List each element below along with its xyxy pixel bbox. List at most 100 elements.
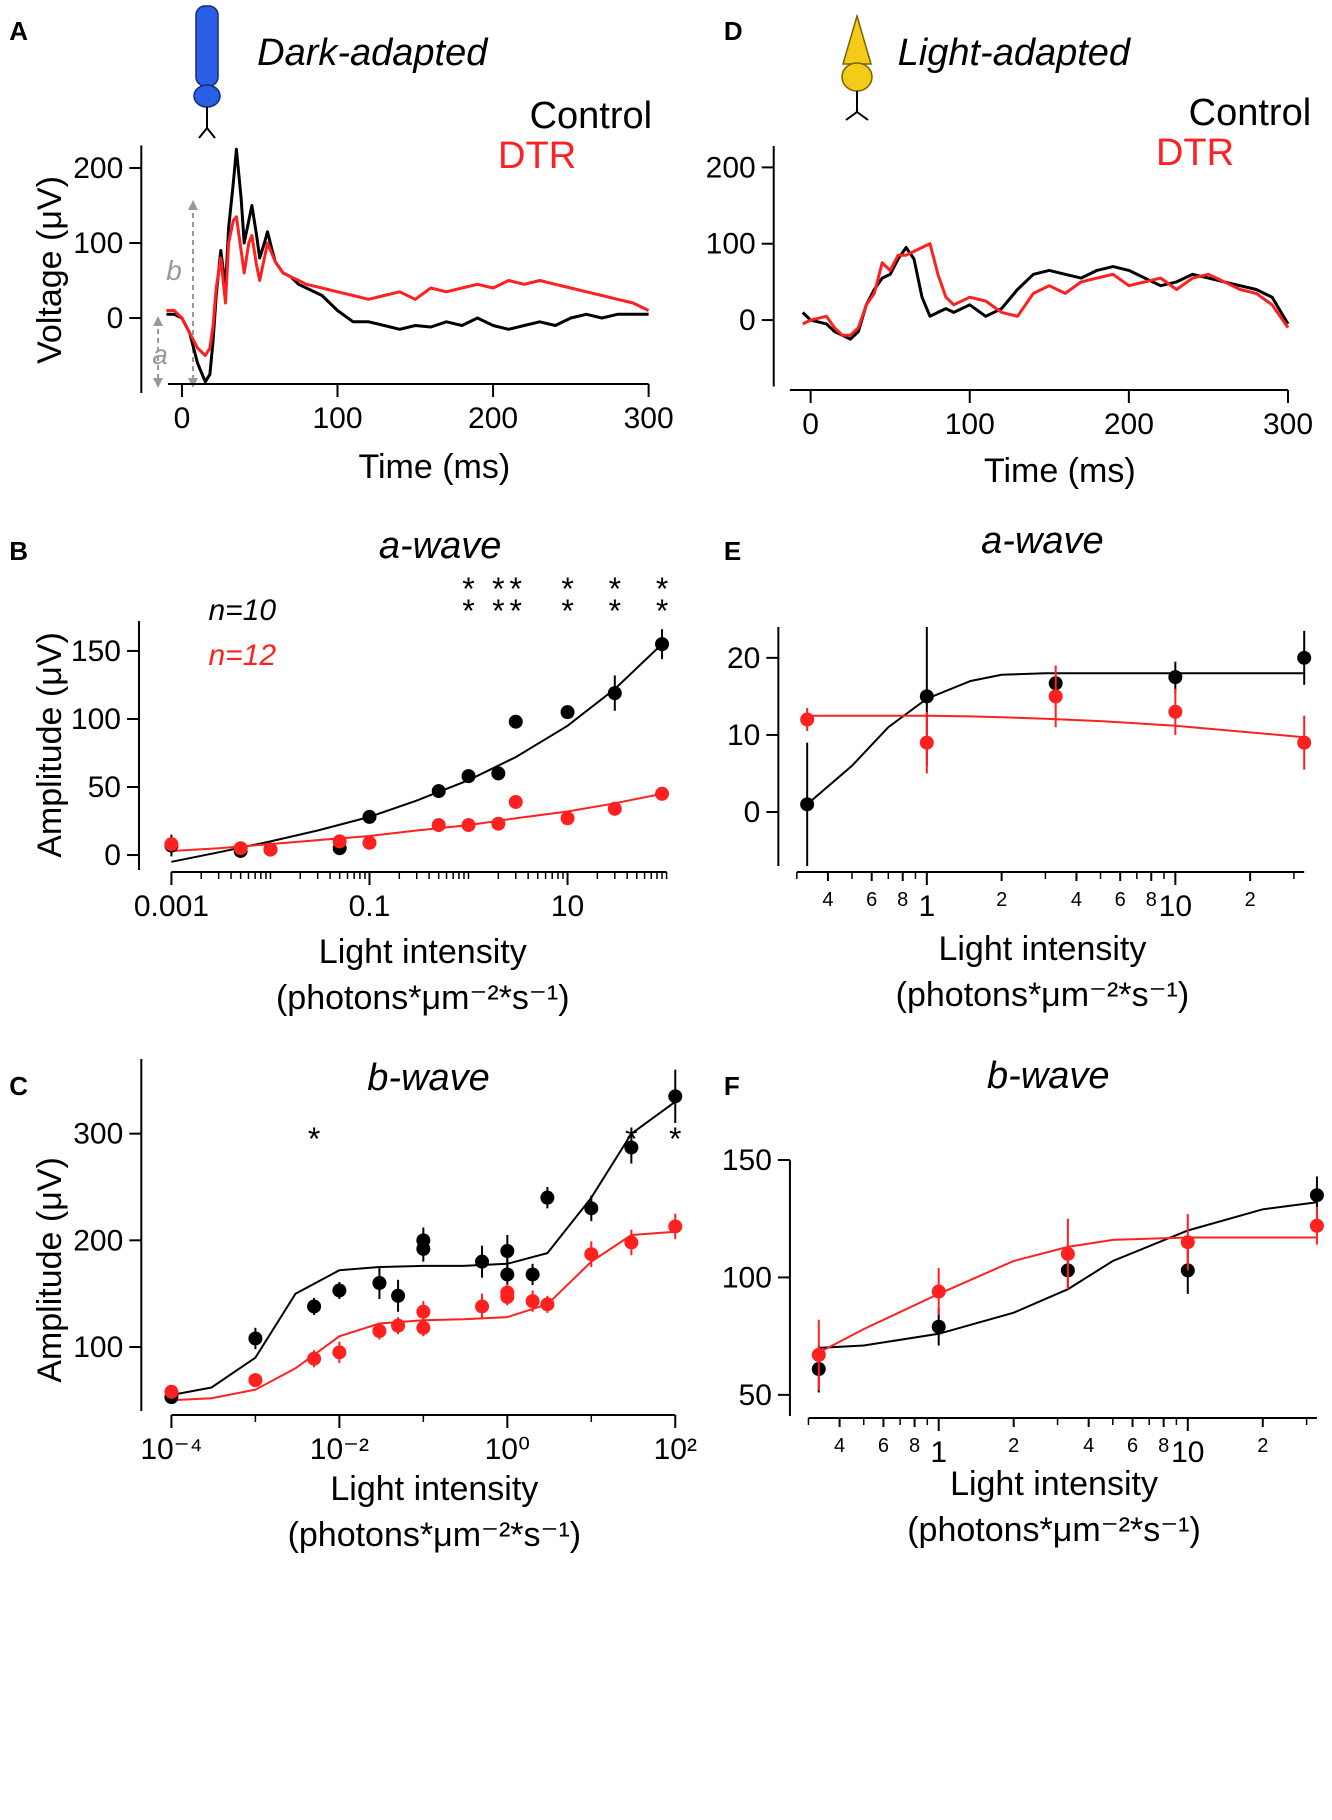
x-tick-label: 200 xyxy=(468,402,518,435)
x-tick-label: 10² xyxy=(654,1433,697,1466)
cone-icon xyxy=(841,13,873,121)
data-point xyxy=(931,1319,946,1334)
data-point xyxy=(431,818,446,833)
legend-entry: DTR xyxy=(498,135,576,177)
data-point xyxy=(164,837,179,852)
y-tick-label: 150 xyxy=(722,1144,772,1177)
x-tick-label: 10⁻² xyxy=(310,1433,369,1466)
data-point xyxy=(416,1320,431,1335)
x-tick-label: 4 xyxy=(1083,1435,1094,1457)
data-point xyxy=(624,1140,639,1155)
data-point xyxy=(307,1351,322,1366)
data-point xyxy=(391,1318,406,1333)
y-axis-label: Voltage (μV) xyxy=(31,176,69,364)
x-tick-label: 2 xyxy=(996,889,1007,911)
legend-entry: n=12 xyxy=(208,639,276,672)
panel-letter: D xyxy=(724,16,743,46)
data-point xyxy=(1309,1218,1324,1233)
annotation-a: a xyxy=(152,339,168,370)
panel: A Dark-adapted Time (ms) Voltage (μV) 0 100 20… xyxy=(9,16,673,486)
data-point xyxy=(263,842,278,857)
data-point xyxy=(1297,650,1312,665)
x-tick-label: 1 xyxy=(918,890,935,923)
x-tick-label: 10⁰ xyxy=(485,1433,530,1466)
data-point xyxy=(1309,1188,1324,1203)
significance-marker: * xyxy=(669,1121,681,1157)
x-tick-label: 100 xyxy=(312,402,362,435)
data-point xyxy=(475,1254,490,1269)
x-tick-label: 300 xyxy=(624,402,674,435)
panel-letter: A xyxy=(9,16,28,46)
chart-title: b-wave xyxy=(367,1057,490,1099)
y-tick-label: 150 xyxy=(71,635,121,668)
x-tick-label: 200 xyxy=(1104,408,1154,441)
trace xyxy=(166,147,649,384)
y-tick-label: 200 xyxy=(73,1224,123,1257)
data-point xyxy=(164,1384,179,1399)
x-tick-label: 2 xyxy=(1008,1435,1019,1457)
data-point xyxy=(508,794,523,809)
data-point xyxy=(332,1345,347,1360)
panel-letter: C xyxy=(9,1071,28,1101)
x-tick-label: 300 xyxy=(1263,408,1313,441)
data-point xyxy=(525,1294,540,1309)
x-axis-label: Light intensity xyxy=(938,930,1146,968)
x-tick-label: 100 xyxy=(945,408,995,441)
x-axis-units: (photons*μm⁻²*s⁻¹) xyxy=(276,979,570,1017)
data-point xyxy=(1168,704,1183,719)
y-axis-label: Amplitude (μV) xyxy=(31,1157,69,1383)
x-tick-label: 10 xyxy=(551,890,584,923)
data-point xyxy=(500,1267,515,1282)
data-point xyxy=(372,1276,387,1290)
y-tick-label: 0 xyxy=(104,839,121,872)
trace xyxy=(166,215,650,357)
data-point xyxy=(668,1219,683,1234)
x-tick-label: 8 xyxy=(1146,889,1157,911)
data-point xyxy=(332,1283,347,1298)
data-point xyxy=(391,1288,406,1303)
x-axis-label: Time (ms) xyxy=(984,452,1136,490)
data-point xyxy=(668,1089,683,1104)
legend-entry: Control xyxy=(1189,92,1312,134)
data-point xyxy=(1060,1246,1075,1261)
x-tick-label: 8 xyxy=(1158,1435,1169,1457)
y-tick-label: 0 xyxy=(739,304,756,337)
data-point xyxy=(1297,735,1312,750)
significance-marker: * * xyxy=(510,571,522,629)
x-axis-units: (photons*μm⁻²*s⁻¹) xyxy=(907,1511,1201,1549)
fit-curve xyxy=(818,1201,1318,1349)
fit-curve xyxy=(171,792,663,852)
data-point xyxy=(332,834,347,849)
data-point xyxy=(500,1285,515,1300)
y-axis-label: Amplitude (μV) xyxy=(31,632,69,858)
chart-title: b-wave xyxy=(987,1055,1110,1097)
x-tick-label: 0 xyxy=(802,408,819,441)
data-point xyxy=(416,1304,431,1319)
x-tick-label: 4 xyxy=(822,889,833,911)
data-point xyxy=(307,1299,322,1314)
data-point xyxy=(525,1267,540,1282)
data-point xyxy=(475,1299,490,1314)
data-point xyxy=(607,801,622,816)
data-point xyxy=(655,786,670,801)
y-tick-label: 50 xyxy=(88,771,121,804)
data-point xyxy=(1168,670,1183,685)
x-axis-units: (photons*μm⁻²*s⁻¹) xyxy=(896,976,1190,1014)
chart-title: a-wave xyxy=(379,525,502,567)
amplitude-arrows xyxy=(157,204,194,384)
x-tick-label: 4 xyxy=(1071,889,1082,911)
data-point xyxy=(362,809,377,824)
data-point xyxy=(372,1324,387,1338)
data-point xyxy=(607,686,622,701)
chart-title: a-wave xyxy=(981,520,1104,562)
panel-letter: E xyxy=(724,536,741,566)
fit-curve xyxy=(806,672,1305,806)
y-tick-label: 50 xyxy=(739,1379,772,1412)
panel: D Light-adapted Time (ms) 0 100 200 0 100 200 300… xyxy=(706,16,1313,490)
data-point xyxy=(540,1297,555,1312)
data-point xyxy=(919,735,934,750)
data-point xyxy=(431,784,446,799)
x-tick-label: 0.1 xyxy=(349,890,391,923)
